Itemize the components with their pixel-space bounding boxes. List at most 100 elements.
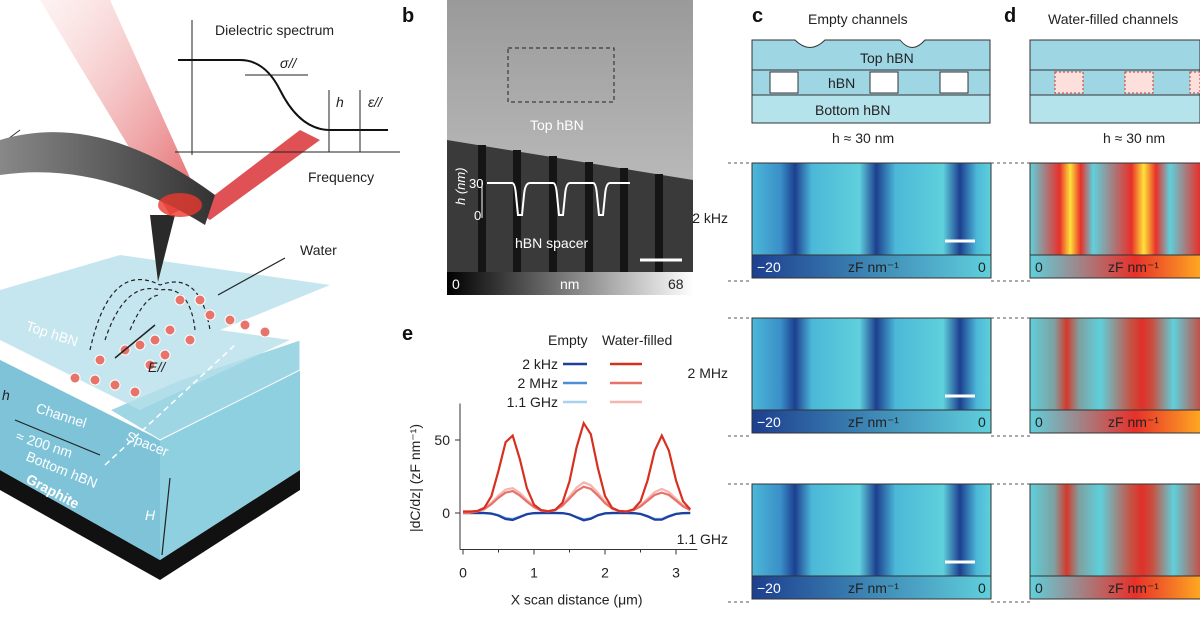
- map-row: 0 zF nm⁻¹: [991, 317, 1200, 437]
- water-label: Water: [300, 242, 337, 258]
- frequency-label: 2 kHz: [692, 210, 728, 226]
- y-tick-label: 0: [442, 505, 450, 521]
- colorbar-max: 68: [668, 276, 684, 292]
- legend-label: 2 MHz: [518, 375, 558, 391]
- panel-d-maps: 0 zF nm⁻¹ 0 zF nm⁻¹ 0 zF nm⁻¹: [991, 162, 1200, 603]
- frequency-label: 2 MHz: [688, 365, 728, 381]
- zoom-box: [507, 47, 615, 103]
- spectrum-title: Dielectric spectrum: [215, 22, 334, 38]
- colorbar-unit: nm: [560, 276, 579, 292]
- top-hbn-label: Top hBN: [530, 117, 584, 133]
- height-profile: [487, 182, 630, 216]
- h-label: h ≈ 30 nm: [1103, 130, 1165, 146]
- colorbar-min: 0: [452, 276, 460, 292]
- map-row: 1.1 GHz −20 zF nm⁻¹ 0: [677, 483, 992, 603]
- water-arrow: [217, 257, 286, 296]
- colorbar-min: 0: [1035, 414, 1043, 430]
- bottom-hbn-front: [0, 360, 160, 560]
- colorbar-max: 0: [978, 259, 986, 275]
- empty-colorbar: [751, 575, 992, 600]
- reflected-beam: [195, 130, 320, 220]
- dielectric-spectrum-inset: Dielectric spectrum σ// h ε// Frequency: [175, 20, 400, 185]
- empty-colorbar: [751, 409, 992, 434]
- y-tick-label: 50: [434, 432, 450, 448]
- colorbar-unit: zF nm⁻¹: [1108, 580, 1159, 596]
- height-arrow: [161, 477, 171, 556]
- empty-channels-title: Empty channels: [808, 11, 908, 27]
- map-row: 0 zF nm⁻¹: [991, 162, 1200, 282]
- colorbar-min: 0: [1035, 259, 1043, 275]
- x-tick-label: 1: [530, 565, 538, 581]
- legend-label: 1.1 GHz: [507, 394, 558, 410]
- H-label: H: [145, 507, 156, 523]
- panel-c-maps: 2 kHz −20 zF nm⁻¹ 0 2 MHz −20 zF nm⁻¹ 0 1.1 GHz −…: [677, 162, 992, 603]
- profile-axis-label: h (nm): [453, 167, 468, 205]
- panel-label-c: c: [752, 5, 763, 27]
- panel-label-e: e: [402, 323, 413, 345]
- field-lines: [89, 279, 211, 351]
- x-tick-label: 2: [601, 565, 609, 581]
- colorbar-min: 0: [1035, 580, 1043, 596]
- graphite-layer: [0, 470, 300, 580]
- map-row: 2 kHz −20 zF nm⁻¹ 0: [692, 162, 992, 282]
- panel-label-b: b: [402, 5, 414, 27]
- h-spectrum-label: h: [336, 94, 344, 110]
- series-line-water-2mhz: [462, 485, 691, 515]
- x-tick-label: 0: [459, 565, 467, 581]
- bottom-hbn-layer: [751, 94, 991, 124]
- frequency-label: 1.1 GHz: [677, 531, 728, 547]
- water-colorbar: [1029, 409, 1200, 434]
- colorbar-unit: zF nm⁻¹: [1108, 259, 1159, 275]
- h-label: h ≈ 30 nm: [832, 130, 894, 146]
- width-arrow: [14, 419, 101, 456]
- map-row: 2 MHz −20 zF nm⁻¹ 0: [688, 317, 992, 437]
- map-row: 0 zF nm⁻¹: [991, 483, 1200, 603]
- x-axis-label: X scan distance (μm): [511, 592, 643, 608]
- legend-header-empty: Empty: [548, 332, 588, 348]
- legend-label: 2 kHz: [522, 356, 558, 372]
- x-tick-label: 3: [672, 565, 680, 581]
- sigma-label: σ//: [280, 55, 298, 71]
- panel-e-chart: 0 1 2 3 0 50 X scan distance (μm) |dC/dz| (zF n…: [407, 332, 698, 608]
- colorbar-unit: zF nm⁻¹: [1108, 414, 1159, 430]
- field-arrow: [114, 324, 156, 359]
- series-line-empty-2khz: [463, 511, 691, 522]
- colorbar-max: 0: [978, 580, 986, 596]
- water-capacitance-map: [1029, 483, 1200, 577]
- colorbar-min: −20: [757, 259, 781, 275]
- y-axis-label: |dC/dz| (zF nm⁻¹): [407, 424, 423, 532]
- water-capacitance-map: [1029, 317, 1200, 411]
- panel-b-afm-image: Top hBN h (nm) 30 0 hBN spacer 0 nm 68: [447, 0, 693, 295]
- water-capacitance-map: [1029, 162, 1200, 256]
- top-hbn-layer: [751, 39, 991, 71]
- top-hbn-label: Top hBN: [860, 50, 914, 66]
- empty-colorbar: [751, 254, 992, 279]
- top-hbn-slab: [0, 255, 330, 410]
- laser-spot: [158, 193, 202, 217]
- height-colorbar: [447, 272, 693, 295]
- afm-tip: [150, 215, 175, 282]
- profile-tick-30: 30: [469, 176, 483, 191]
- colorbar-unit: zF nm⁻¹: [848, 259, 899, 275]
- panel-d-schematic: Water-filled channels h ≈ 30 nm: [1029, 11, 1200, 146]
- bottom-hbn-label: Bottom hBN: [815, 102, 890, 118]
- legend-header-water: Water-filled: [602, 332, 672, 348]
- colorbar-unit: zF nm⁻¹: [848, 580, 899, 596]
- water-channels-title: Water-filled channels: [1048, 11, 1178, 27]
- spectrum-curve: [178, 59, 388, 131]
- spacer-label: hBN spacer: [515, 235, 588, 251]
- panel-label-d: d: [1004, 5, 1016, 27]
- cantilever: [0, 132, 215, 225]
- colorbar-min: −20: [757, 580, 781, 596]
- colorbar-unit: zF nm⁻¹: [848, 414, 899, 430]
- eps-label: ε//: [368, 94, 384, 110]
- water-colorbar: [1029, 254, 1200, 279]
- series-line-water-2khz: [463, 420, 692, 513]
- h-small-label: h: [2, 387, 10, 403]
- hbn-label: hBN: [828, 75, 855, 91]
- water-colorbar: [1029, 575, 1200, 600]
- frequency-label: Frequency: [308, 169, 374, 185]
- field-label: E//: [148, 359, 167, 375]
- panel-a-schematic: Water Top hBN E// h Channel ≈ 200 nm Spa…: [0, 0, 400, 580]
